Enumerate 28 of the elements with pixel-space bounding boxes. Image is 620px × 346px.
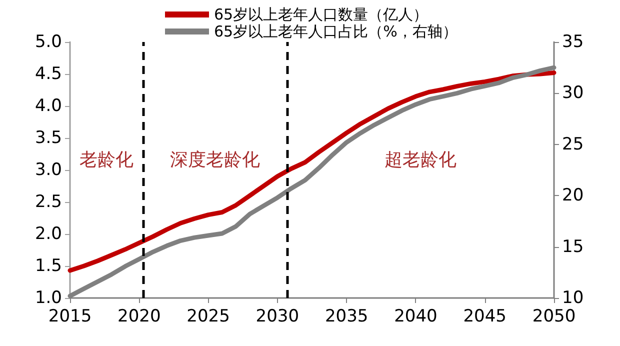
legend-label: 65岁以上老年人口占比（%，右轴） (214, 22, 458, 40)
y-tick-label: 4.0 (34, 96, 62, 116)
x-tick-label: 2020 (118, 306, 161, 326)
y2-tick-label: 25 (562, 134, 584, 154)
x-tick-label: 2050 (532, 306, 576, 326)
legend-label: 65岁以上老年人口数量（亿人） (214, 6, 428, 24)
y2-tick-label: 15 (562, 236, 584, 257)
x-tick-label: 2030 (256, 306, 300, 326)
x-tick-label: 2035 (324, 306, 368, 326)
y-tick-label: 5.0 (34, 32, 62, 52)
y2-tick-label: 35 (562, 32, 584, 52)
y-tick-label: 4.5 (34, 64, 62, 84)
x-tick-label: 2025 (186, 306, 230, 326)
x-tick-label: 2045 (463, 306, 506, 326)
x-tick-label: 2040 (394, 306, 438, 326)
y-tick-label: 1.0 (34, 288, 62, 308)
y2-tick-label: 30 (562, 83, 584, 104)
y-tick-label: 1.5 (34, 256, 62, 276)
y-tick-label: 2.0 (34, 224, 62, 244)
x-tick-label: 2015 (48, 306, 92, 326)
y2-tick-label: 20 (562, 186, 584, 206)
y2-tick-label: 10 (562, 288, 584, 308)
y-tick-label: 3.0 (34, 160, 62, 180)
annotation: 老龄化 (80, 150, 134, 170)
y-tick-label: 2.5 (34, 192, 62, 212)
y-tick-label: 3.5 (34, 128, 62, 148)
annotation: 深度老龄化 (170, 150, 260, 170)
annotation: 超老龄化 (384, 150, 457, 170)
